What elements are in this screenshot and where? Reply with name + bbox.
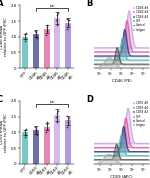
Point (45, 30, 48, 33)
Point (25, 32, 27, 34)
Point (35, 35, 37, 38)
Legend: CD46 #6, CD46 #4, CD46 #2, GFP, Control, Isotype: CD46 #6, CD46 #4, CD46 #2, GFP, Control,… (133, 6, 148, 32)
Point (67, 117, 70, 120)
Y-axis label: CD59 mRNA
relative to GFP iPSC: CD59 mRNA relative to GFP iPSC (0, 113, 8, 152)
Text: B: B (86, 0, 93, 8)
Point (25, 134, 27, 136)
Text: A: A (0, 0, 3, 8)
Point (45, 127, 48, 130)
Point (25, 38, 27, 41)
Bar (22, 37, 28, 68)
Point (46, 25, 48, 28)
Bar (44, 127, 50, 164)
Point (56, 14, 58, 17)
Bar (54, 115, 60, 164)
X-axis label: CD59 (APC): CD59 (APC) (110, 175, 133, 178)
Point (23, 136, 26, 138)
Point (45, 34, 47, 37)
Point (36, 37, 38, 40)
Point (67, 121, 69, 124)
Bar (54, 18, 60, 68)
Point (67, 23, 69, 26)
Bar (22, 132, 28, 164)
Y-axis label: CD46 mRNA
relative to GFP iPSC: CD46 mRNA relative to GFP iPSC (0, 17, 8, 56)
Bar (44, 29, 50, 68)
Point (66, 17, 68, 20)
Point (56, 23, 58, 26)
Point (57, 12, 59, 15)
Point (24, 33, 26, 36)
Point (66, 125, 69, 128)
Point (35, 31, 37, 33)
Point (57, 109, 59, 112)
Point (55, 116, 58, 119)
Point (34, 125, 36, 128)
Legend: CD59 #6, CD59 #4, CD59 #2, GFP, Control, Isotype: CD59 #6, CD59 #4, CD59 #2, GFP, Control,… (133, 101, 148, 128)
Point (55, 19, 58, 22)
Point (35, 131, 37, 134)
Bar (33, 34, 39, 68)
Point (56, 111, 58, 114)
Text: D: D (86, 95, 93, 104)
Bar (65, 23, 71, 68)
Point (67, 19, 70, 22)
Text: ns: ns (50, 100, 54, 104)
Point (36, 134, 38, 136)
Point (35, 127, 37, 130)
Point (23, 40, 26, 43)
Point (66, 115, 68, 117)
Point (45, 131, 47, 134)
Point (34, 30, 36, 33)
Point (46, 123, 48, 126)
Point (66, 27, 69, 30)
Bar (33, 130, 39, 164)
Bar (65, 120, 71, 164)
Point (46, 121, 48, 124)
Point (56, 121, 58, 124)
Text: C: C (0, 95, 3, 104)
X-axis label: CD46 (PE): CD46 (PE) (111, 79, 131, 83)
Text: ns: ns (50, 4, 54, 8)
Point (25, 127, 27, 130)
Point (24, 128, 26, 131)
Point (46, 23, 48, 26)
